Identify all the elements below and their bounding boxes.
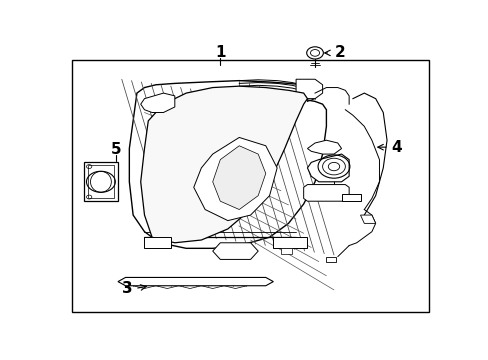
Polygon shape	[273, 237, 307, 248]
Polygon shape	[141, 86, 307, 243]
Polygon shape	[118, 278, 273, 286]
Polygon shape	[129, 81, 326, 248]
Polygon shape	[193, 138, 277, 221]
Polygon shape	[84, 162, 118, 201]
Text: 4: 4	[390, 140, 401, 155]
Text: 5: 5	[111, 143, 121, 157]
Polygon shape	[87, 165, 114, 198]
Circle shape	[306, 47, 323, 59]
Polygon shape	[141, 93, 175, 112]
Polygon shape	[307, 140, 341, 154]
Polygon shape	[341, 194, 360, 201]
Polygon shape	[212, 146, 265, 210]
Text: 1: 1	[215, 45, 225, 60]
Polygon shape	[144, 237, 171, 248]
Polygon shape	[296, 79, 322, 99]
Text: 3: 3	[122, 281, 132, 296]
Bar	[326, 257, 335, 262]
Polygon shape	[212, 243, 258, 260]
Polygon shape	[303, 185, 348, 201]
Text: 2: 2	[334, 45, 345, 60]
Polygon shape	[307, 154, 348, 182]
Polygon shape	[360, 215, 375, 223]
Bar	[280, 248, 292, 254]
